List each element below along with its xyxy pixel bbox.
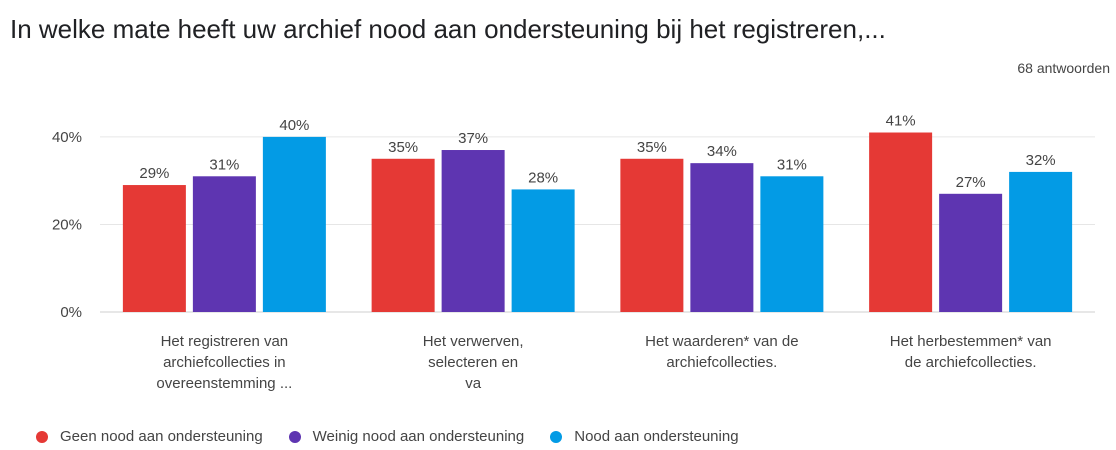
data-label: 29% [139,165,169,182]
data-label: 41% [886,113,916,130]
data-label: 27% [956,174,986,191]
legend-swatch [288,430,301,443]
data-label: 37% [458,130,488,147]
x-tick-label: Het verwerven, [423,333,524,350]
data-label: 40% [279,117,309,134]
chart-title: In welke mate heeft uw archief nood aan … [10,14,886,44]
bar [441,150,505,312]
legend-item: Nood aan ondersteuning [550,428,739,445]
data-label: 28% [528,169,558,186]
x-tick-label: de archiefcollecties. [905,354,1037,371]
data-label: 31% [777,156,807,173]
legend-label: Nood aan ondersteuning [574,428,739,445]
x-tick-label: overeenstemming ... [156,375,292,392]
legend-item: Geen nood aan ondersteuning [36,428,263,445]
legend-label: Geen nood aan ondersteuning [60,428,263,445]
data-label: 31% [209,156,239,173]
x-tick-label: selecteren en [428,354,518,371]
data-label: 34% [707,143,737,160]
bar [371,158,435,312]
bar [620,158,684,312]
legend: Geen nood aan ondersteuning Weinig nood a… [36,428,765,445]
x-tick-label: Het herbestemmen* van [890,333,1052,350]
bar [939,193,1003,312]
x-tick-label: archiefcollecties in [163,354,286,371]
bar [760,176,824,312]
bar [690,163,754,312]
legend-swatch [36,430,48,443]
y-tick-label: 20% [52,216,82,233]
bar [122,185,186,312]
bar [192,176,256,312]
x-tick-label: archiefcollecties. [666,354,777,371]
x-tick-label: Het waarderen* van de [645,333,798,350]
x-tick-label: Het registreren van [161,333,289,350]
data-label: 35% [388,139,418,156]
bar [262,136,326,312]
data-label: 32% [1026,152,1056,169]
x-tick-label: va [465,375,482,392]
bar [1009,171,1073,312]
bar [869,132,933,312]
y-tick-label: 40% [52,129,82,146]
bar [511,189,575,312]
legend-item: Weinig nood aan ondersteuning [288,428,525,445]
legend-swatch [550,430,563,443]
y-tick-label: 0% [60,304,82,321]
bar-chart: 0% 20% 40% 29% 31% 40% Het registreren van arch… [52,113,1095,392]
legend-label: Weinig nood aan ondersteuning [312,428,525,445]
data-label: 35% [637,139,667,156]
response-count: 68 antwoorden [1017,60,1110,76]
